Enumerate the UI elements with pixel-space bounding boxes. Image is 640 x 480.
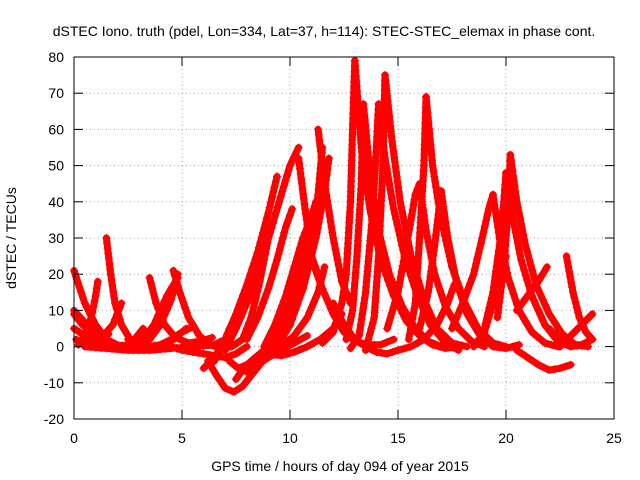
series-markers bbox=[74, 277, 102, 349]
y-tick-label: 20 bbox=[48, 266, 64, 282]
y-axis-title: dSTEC / TECUs bbox=[3, 187, 19, 289]
series-22 bbox=[242, 205, 297, 344]
series-trace bbox=[513, 263, 551, 314]
series-36 bbox=[383, 179, 424, 333]
x-axis-title: GPS time / hours of day 094 of year 2015 bbox=[211, 458, 469, 474]
y-tick-label: 60 bbox=[48, 121, 64, 137]
x-tick-label: 25 bbox=[606, 430, 622, 446]
y-tick-label: 70 bbox=[48, 85, 64, 101]
series-markers bbox=[383, 179, 424, 333]
series-markers bbox=[242, 205, 297, 344]
series-markers bbox=[556, 310, 597, 351]
series-markers bbox=[361, 71, 389, 355]
y-tick-label: 80 bbox=[48, 49, 64, 65]
y-tick-label: 0 bbox=[56, 339, 64, 355]
series-6 bbox=[70, 310, 113, 340]
series-markers bbox=[314, 125, 355, 308]
series-markers bbox=[346, 100, 383, 353]
y-tick-label: -20 bbox=[44, 411, 64, 427]
series-markers bbox=[512, 263, 551, 315]
series-49 bbox=[469, 252, 510, 351]
x-tick-labels: 0 5 10 15 20 25 bbox=[70, 430, 622, 446]
series-50 bbox=[512, 346, 575, 375]
series-54 bbox=[556, 310, 597, 351]
y-tick-label: 10 bbox=[48, 302, 64, 318]
series-markers bbox=[469, 252, 510, 351]
x-tick-label: 5 bbox=[178, 430, 186, 446]
y-tick-label: 30 bbox=[48, 230, 64, 246]
series-51 bbox=[512, 263, 551, 315]
series-5 bbox=[74, 277, 102, 349]
x-tick-label: 10 bbox=[282, 430, 298, 446]
series-markers bbox=[415, 186, 446, 333]
chart-title: dSTEC Iono. truth (pdel, Lon=334, Lat=37… bbox=[53, 23, 596, 39]
series-trace bbox=[394, 281, 458, 354]
series-9 bbox=[124, 322, 197, 351]
x-tick-label: 15 bbox=[390, 430, 406, 446]
x-tick-label: 20 bbox=[498, 430, 514, 446]
series-trace bbox=[556, 310, 596, 351]
series-markers bbox=[238, 219, 277, 344]
series-55 bbox=[314, 125, 355, 308]
series-42 bbox=[394, 281, 459, 355]
series-32 bbox=[346, 100, 383, 353]
series-25 bbox=[238, 219, 277, 344]
series-markers bbox=[268, 263, 301, 344]
ticks bbox=[73, 56, 615, 420]
series-markers bbox=[124, 322, 197, 351]
y-tick-label: 50 bbox=[48, 158, 64, 174]
series-24 bbox=[268, 263, 301, 344]
series-52 bbox=[562, 252, 597, 344]
series-layer bbox=[70, 56, 597, 396]
series-markers bbox=[512, 346, 575, 375]
x-tick-label: 0 bbox=[70, 430, 78, 446]
series-56 bbox=[294, 154, 325, 286]
series-markers bbox=[294, 154, 325, 286]
series-43 bbox=[448, 190, 497, 333]
series-markers bbox=[448, 190, 497, 333]
y-tick-labels: -20 -10 0 10 20 30 40 50 60 70 80 bbox=[44, 49, 64, 427]
y-tick-label: -10 bbox=[44, 375, 64, 391]
series-markers bbox=[394, 281, 459, 355]
y-tick-label: 40 bbox=[48, 194, 64, 210]
series-34 bbox=[361, 71, 389, 355]
